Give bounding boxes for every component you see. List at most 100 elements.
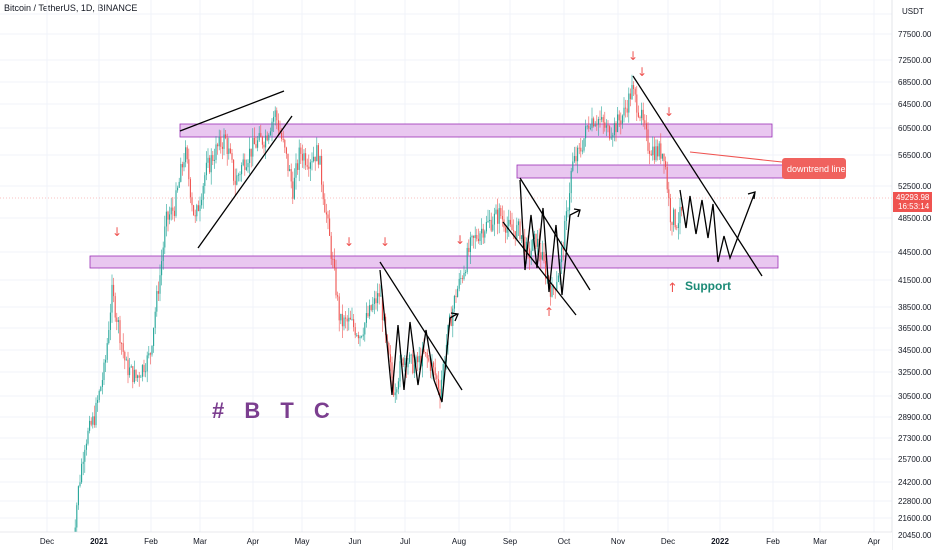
candle [426,349,428,368]
projected-zigzag [679,189,756,263]
candle [581,140,583,155]
candle [237,172,239,182]
candle [589,124,591,131]
candle [341,304,343,339]
candle [417,351,419,372]
y-axis-ticks: 20450.00 21600.00 22800.00 24200.00 25700.00… [898,30,932,540]
candle [345,311,347,329]
horizontal-grid [0,13,892,536]
candle [185,140,187,168]
candle [450,306,452,327]
y-axis-unit: USDT [902,7,924,16]
candle [647,122,649,154]
candle [530,239,532,265]
candle [250,148,252,168]
candle [188,148,190,187]
candle [271,118,273,142]
y-tick-label: 72500.00 [898,56,932,65]
candle [607,120,609,133]
candle [87,427,89,446]
candle [303,149,305,169]
candle [621,114,623,129]
candle [425,351,427,357]
candle [409,352,411,365]
candle [175,182,177,218]
candle [361,335,363,339]
candle [82,451,84,476]
callout-text: downtrend line [787,164,846,174]
y-tick-label: 22800.00 [898,497,932,506]
candle [285,146,287,159]
candle [308,154,310,177]
candle [81,458,83,485]
candle [165,204,167,237]
candle [535,233,537,249]
candle [389,345,391,372]
candle [585,119,587,147]
candle [466,242,468,275]
candle [519,218,521,241]
candle [98,389,100,403]
candle [140,374,142,378]
callout-box [782,158,846,179]
signal-down-arrow: ↓ [664,105,674,119]
candle [337,291,339,301]
candle [505,224,507,244]
candle [321,149,323,193]
candle [100,385,102,392]
signal-arrows: ↓ ↓ ↓ ↓ ↓ ↓ ↓ ↑ [112,49,674,319]
x-tick-label: Apr [247,537,260,546]
chart-title: Bitcoin / TetherUS, 1D, BINANCE [4,3,138,13]
candle [151,345,153,357]
candle [613,117,615,142]
candle [268,133,270,145]
candle [311,152,313,171]
candle [247,159,249,173]
candle [359,335,361,347]
btc-watermark: # B T C [212,398,337,423]
y-tick-label: 30500.00 [898,392,932,401]
candle [540,242,542,269]
candle [634,87,636,103]
candle [565,200,567,231]
signal-down-arrow: ↓ [455,233,465,247]
x-tick-label: Jul [400,537,410,546]
candle [253,127,255,145]
candle [340,313,342,325]
candle [300,143,302,164]
candle [663,153,665,174]
candle [650,150,652,156]
candle [89,415,91,434]
candle [335,259,337,299]
candle [453,294,455,313]
candle [524,228,526,258]
candle [489,209,491,229]
candle [325,203,327,223]
candle [562,241,564,261]
candle [77,485,79,510]
x-tick-label: Dec [661,537,675,546]
y-tick-label: 25700.00 [898,455,932,464]
candle [330,232,332,265]
y-tick-label: 27300.00 [898,434,932,443]
candle [258,126,260,143]
candle [121,342,123,355]
candle [620,112,622,135]
candle [612,132,614,147]
candle [178,177,180,188]
candle [116,312,118,331]
candle [293,168,295,200]
candle [90,417,92,427]
candle [477,228,479,244]
zigzag-june-july [379,269,458,403]
candle [79,474,81,488]
candle [591,107,593,132]
candle [164,215,166,255]
candle [657,139,659,161]
candle [623,97,625,123]
candle [357,331,359,344]
candle [249,137,251,175]
price-tag-countdown: 16:53:14 [898,202,930,211]
candle [501,205,503,227]
